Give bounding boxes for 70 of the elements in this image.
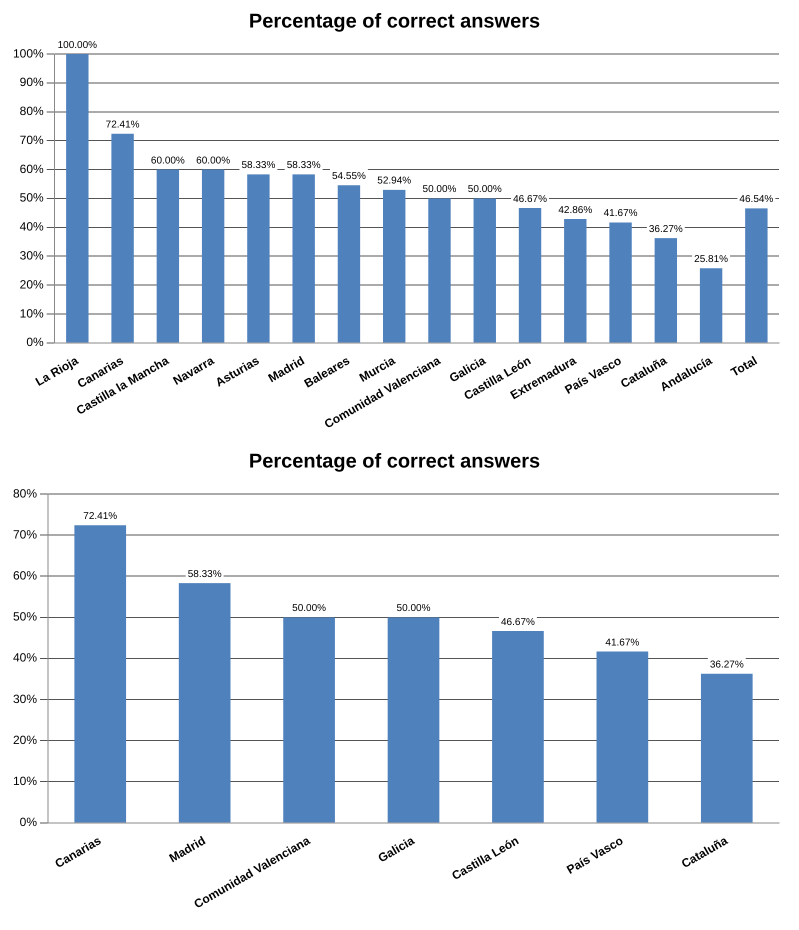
y-tick-label: 70% [20,132,44,147]
y-tick-label: 70% [12,527,38,542]
bar [654,238,678,342]
x-tick-label: País Vasco [564,833,626,877]
bar [156,170,180,342]
chart-title: Percentage of correct answers [248,450,540,473]
data-label: 41.67% [604,208,638,220]
bar [564,219,586,342]
y-tick-label: 80% [12,486,38,500]
bar [596,652,648,822]
y-tick-label: 90% [20,75,44,90]
y-tick-label: 60% [20,162,44,176]
bar [247,174,270,342]
bar [178,583,230,822]
bar [383,190,406,342]
y-tick-label: 0% [20,815,38,830]
bar [700,674,753,822]
y-tick-label: 0% [26,335,44,350]
y-tick-label: 30% [20,248,44,263]
bar [111,134,134,342]
data-label: 72.41% [83,510,118,522]
y-tick-label: 10% [12,774,38,788]
bar [74,525,126,822]
bar [474,198,496,342]
data-label: 41.67% [605,637,640,648]
data-label: 100.00% [58,40,98,51]
data-label: 50.00% [468,184,502,196]
y-tick-label: 100% [12,46,44,60]
data-label: 50.00% [396,603,431,614]
bar [428,198,451,342]
data-label: 58.33% [188,568,222,580]
data-label: 36.27% [710,660,744,671]
bar [283,617,335,822]
y-tick-label: 50% [12,610,38,624]
y-tick-label: 50% [20,190,44,205]
data-label: 58.33% [286,160,321,172]
bar [492,631,544,822]
bar [202,170,224,342]
data-label: 60.00% [196,155,230,166]
bar [700,268,722,342]
y-tick-label: 10% [20,306,44,320]
data-label: 46.54% [739,194,774,206]
data-label: 60.00% [150,155,185,166]
bar [745,208,768,342]
x-tick-label: Total [728,353,760,380]
y-tick-label: 40% [12,650,38,665]
bar [338,185,360,342]
data-label: 42.86% [558,204,592,216]
data-label: 25.81% [694,254,728,266]
y-tick-label: 20% [12,732,38,747]
y-tick-label: 60% [12,568,38,583]
data-label: 46.67% [513,194,548,205]
bar [66,54,89,342]
data-label: 46.67% [500,616,535,628]
y-tick-label: 80% [20,104,44,118]
data-label: 50.00% [292,603,326,614]
y-tick-label: 30% [12,692,38,706]
data-label: 50.00% [422,184,457,196]
y-tick-label: 40% [20,220,44,234]
chart-title: Percentage of correct answers [248,10,540,33]
data-label: 36.27% [648,224,683,235]
data-label: 72.41% [106,119,140,130]
data-label: 58.33% [241,160,276,172]
y-tick-label: 20% [20,277,44,292]
data-label: 54.55% [332,171,366,182]
bar [292,174,315,342]
data-label: 52.94% [377,176,412,187]
bar [388,617,440,822]
bar [518,208,542,342]
bar [609,222,632,342]
